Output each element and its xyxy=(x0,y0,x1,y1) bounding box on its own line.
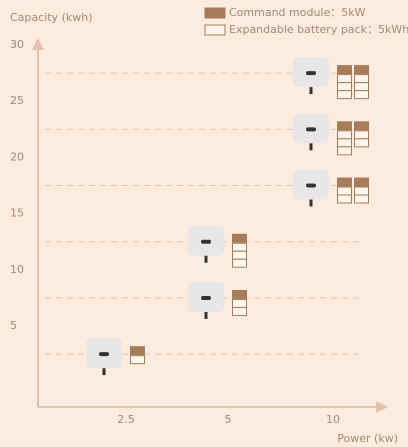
battery-pack xyxy=(337,82,352,92)
command-module xyxy=(337,177,352,187)
battery-pack xyxy=(337,138,352,148)
command-module xyxy=(354,65,369,75)
battery-pack xyxy=(130,355,145,365)
battery-pack xyxy=(354,74,369,84)
legend-swatch xyxy=(204,7,226,19)
command-module xyxy=(354,177,369,187)
battery-pack xyxy=(337,90,352,100)
inverter-part xyxy=(99,352,109,357)
battery-pack xyxy=(337,146,352,156)
command-module xyxy=(337,121,352,131)
inverter-part xyxy=(306,183,316,188)
x-tick-label: 2.5 xyxy=(117,413,135,426)
command-module xyxy=(232,233,247,243)
inverter xyxy=(86,338,122,376)
legend-label: Expandable battery pack：5kWh xyxy=(229,23,408,36)
x-tick-label: 10 xyxy=(326,413,340,426)
battery-pack xyxy=(232,242,247,252)
battery-pack xyxy=(354,82,369,92)
battery-pack xyxy=(232,250,247,260)
inverter xyxy=(293,169,329,207)
inverter-part xyxy=(306,127,316,132)
y-tick-label: 15 xyxy=(10,207,24,220)
inverter-part xyxy=(306,71,316,76)
battery-pack xyxy=(232,258,247,268)
x-axis-label: Power (kw) xyxy=(337,432,398,445)
x-tick-label: 5 xyxy=(225,413,232,426)
battery-pack xyxy=(354,130,369,140)
y-tick-label: 10 xyxy=(10,263,24,276)
y-tick-label: 25 xyxy=(10,94,24,107)
inverter xyxy=(188,225,224,263)
y-arrow xyxy=(32,38,44,50)
inverter-part xyxy=(201,295,211,300)
battery-pack xyxy=(354,186,369,196)
y-axis-label: Capacity (kwh) xyxy=(10,11,93,24)
y-tick-label: 5 xyxy=(10,319,17,332)
inverter xyxy=(293,57,329,95)
command-module xyxy=(354,121,369,131)
battery-pack xyxy=(354,138,369,148)
battery-pack xyxy=(232,306,247,316)
legend-swatch xyxy=(204,24,226,36)
battery-pack xyxy=(337,194,352,204)
inverter-part xyxy=(201,239,211,244)
command-module xyxy=(130,346,145,356)
battery-pack xyxy=(337,74,352,84)
command-module xyxy=(232,289,247,299)
x-arrow xyxy=(376,401,388,413)
battery-pack xyxy=(354,194,369,204)
inverter xyxy=(293,113,329,151)
battery-pack xyxy=(337,186,352,196)
legend-label: Command module：5kW xyxy=(229,6,366,19)
battery-pack xyxy=(232,298,247,308)
y-tick-label: 30 xyxy=(10,38,24,51)
battery-pack xyxy=(354,90,369,100)
inverter xyxy=(188,281,224,319)
battery-pack xyxy=(337,130,352,140)
y-tick-label: 20 xyxy=(10,150,24,163)
command-module xyxy=(337,65,352,75)
